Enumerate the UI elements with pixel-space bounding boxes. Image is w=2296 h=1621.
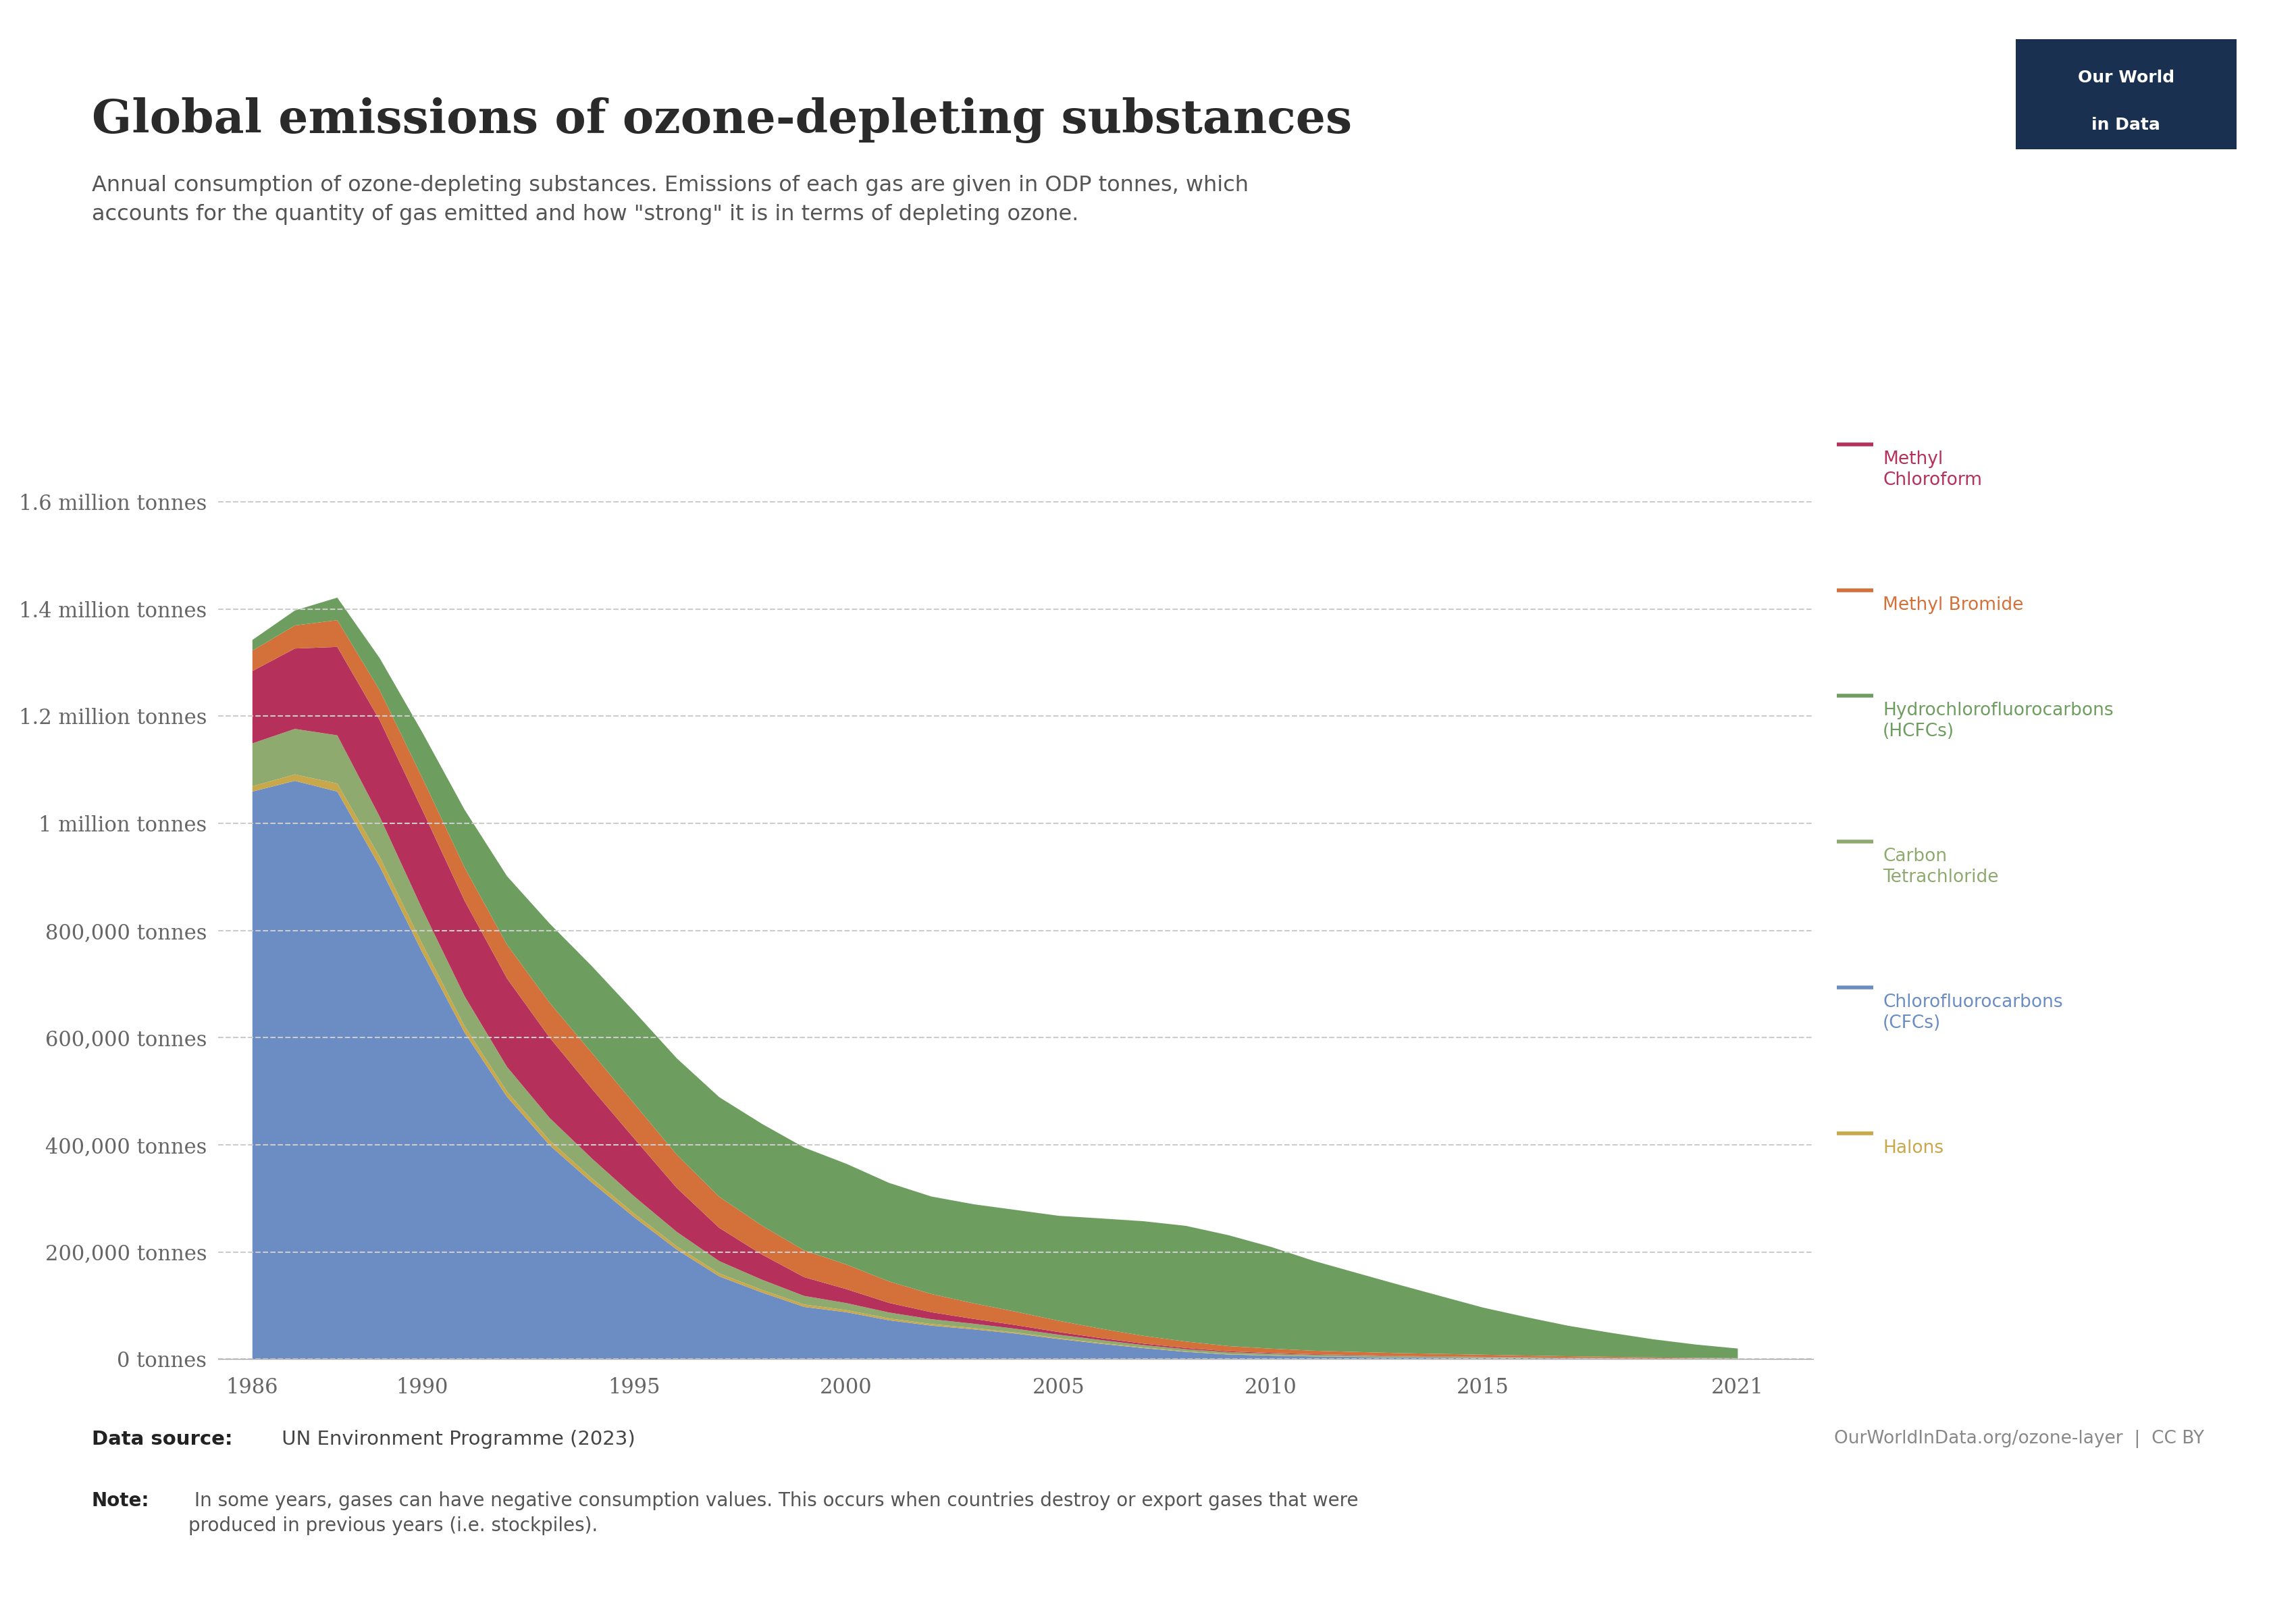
Text: Global emissions of ozone-depleting substances: Global emissions of ozone-depleting subs… bbox=[92, 97, 1352, 143]
Text: Chlorofluorocarbons
(CFCs): Chlorofluorocarbons (CFCs) bbox=[1883, 994, 2062, 1033]
Text: Methyl Bromide: Methyl Bromide bbox=[1883, 597, 2023, 614]
Text: Methyl
Chloroform: Methyl Chloroform bbox=[1883, 451, 1981, 490]
Text: In some years, gases can have negative consumption values. This occurs when coun: In some years, gases can have negative c… bbox=[188, 1491, 1359, 1535]
Text: in Data: in Data bbox=[2092, 117, 2161, 133]
Text: Halons: Halons bbox=[1883, 1140, 1945, 1157]
Text: OurWorldInData.org/ozone-layer  |  CC BY: OurWorldInData.org/ozone-layer | CC BY bbox=[1835, 1430, 2204, 1448]
Text: Carbon
Tetrachloride: Carbon Tetrachloride bbox=[1883, 848, 1998, 887]
Text: Note:: Note: bbox=[92, 1491, 149, 1511]
Text: UN Environment Programme (2023): UN Environment Programme (2023) bbox=[276, 1430, 636, 1449]
Text: Annual consumption of ozone-depleting substances. Emissions of each gas are give: Annual consumption of ozone-depleting su… bbox=[92, 175, 1249, 225]
Text: Our World: Our World bbox=[2078, 70, 2174, 86]
Text: Hydrochlorofluorocarbons
(HCFCs): Hydrochlorofluorocarbons (HCFCs) bbox=[1883, 702, 2112, 741]
Text: Data source:: Data source: bbox=[92, 1430, 232, 1449]
